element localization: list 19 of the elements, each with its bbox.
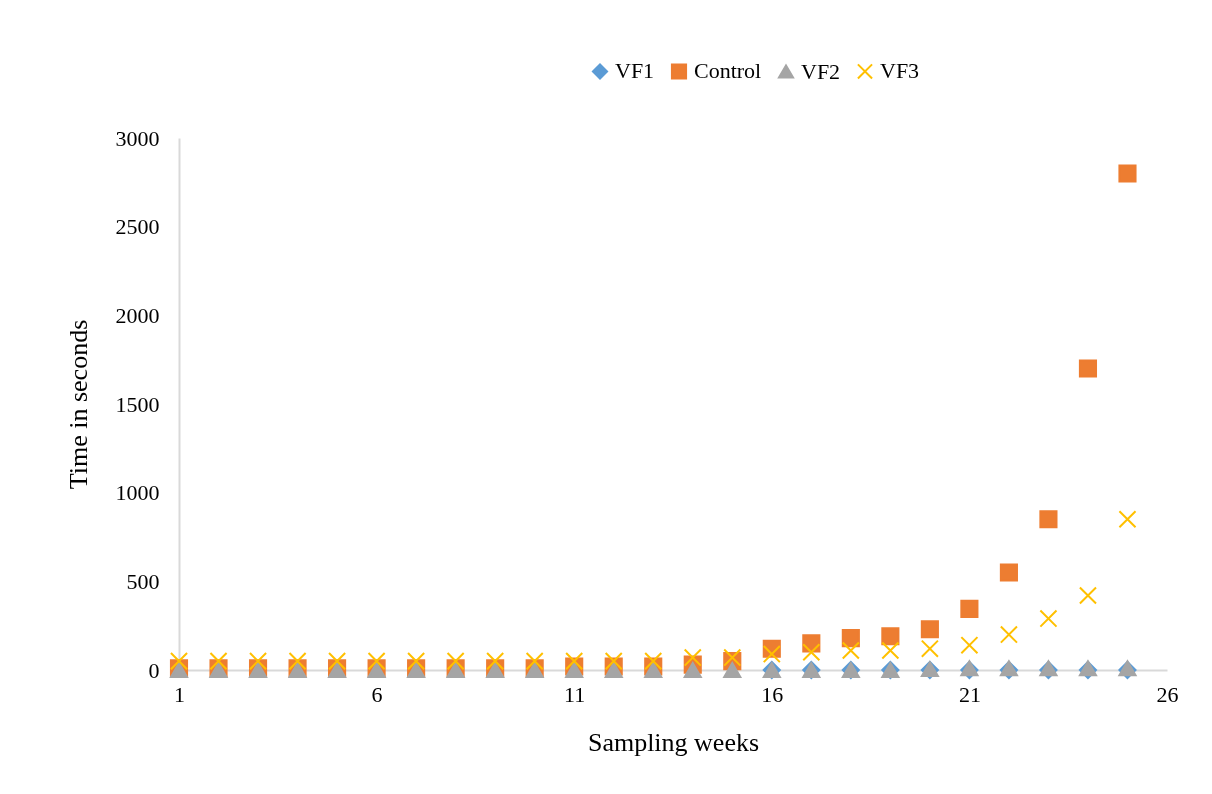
y-tick-label: 1000 — [115, 480, 160, 506]
x-tick-label: 6 — [371, 681, 383, 707]
y-tick-label: 1500 — [115, 391, 160, 417]
x-tick-label: 16 — [761, 681, 784, 707]
legend-label: VF1 — [615, 58, 655, 84]
x-tick-label: 21 — [958, 681, 981, 707]
y-axis-title: Time in seconds — [63, 319, 93, 490]
legend-label: Control — [694, 58, 762, 84]
y-tick-label: 2500 — [115, 214, 160, 240]
legend-label: VF2 — [801, 58, 841, 84]
x-tick-label: 26 — [1156, 681, 1179, 707]
y-tick-label: 500 — [126, 568, 160, 594]
y-tick-label: 0 — [148, 657, 160, 683]
x-tick-label: 1 — [174, 681, 185, 707]
x-tick-label: 11 — [564, 681, 586, 707]
legend-label: VF3 — [880, 58, 920, 84]
y-tick-label: 3000 — [115, 125, 160, 151]
y-tick-label: 2000 — [115, 302, 160, 328]
x-axis-title: Sampling weeks — [587, 727, 760, 757]
